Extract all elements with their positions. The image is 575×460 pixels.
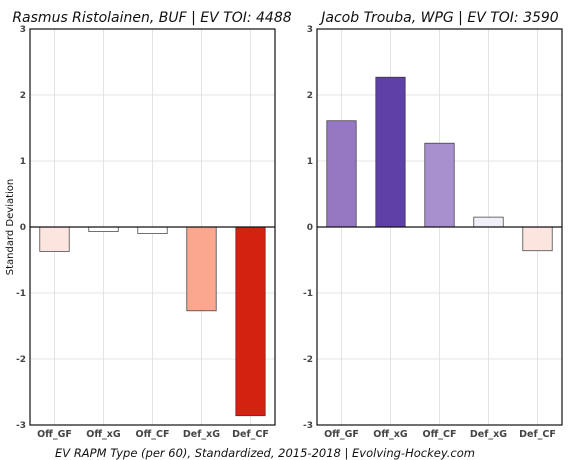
y-tick-label: -3 (16, 421, 26, 431)
bar-def-xg (473, 216, 504, 228)
plot-frame (316, 28, 563, 426)
y-tick-label: 1 (20, 157, 26, 167)
bar-off-gf (326, 120, 357, 228)
x-tick-label: Off_GF (37, 429, 72, 440)
bar-def-cf (235, 226, 266, 417)
y-tick-label: 2 (20, 91, 26, 101)
trouba-panel: Jacob Trouba, WPG | EV TOI: 3590 -3 -2 -1 0… (303, 10, 563, 440)
x-tick-label: Off_xG (373, 429, 408, 440)
y-tick-label: -2 (303, 355, 313, 365)
y-tick-label: 0 (307, 223, 313, 233)
ristolainen-panel: Rasmus Ristolainen, BUF | EV TOI: 4488 -… (12, 10, 291, 440)
x-tick-label: Off_GF (324, 429, 359, 440)
x-tick-label: Def_CF (232, 429, 269, 440)
bar-off-cf (424, 142, 455, 228)
x-tick-label: Off_xG (86, 429, 121, 440)
y-tick-label: 1 (307, 157, 313, 167)
bar-off-xg (88, 226, 119, 232)
x-tick-label: Def_xG (470, 429, 507, 440)
bar-def-xg (186, 226, 217, 312)
trouba-panel-title: Jacob Trouba, WPG | EV TOI: 3590 (318, 10, 559, 26)
y-tick-label: 3 (307, 25, 313, 35)
ristolainen-panel-title: Rasmus Ristolainen, BUF | EV TOI: 4488 (12, 10, 291, 26)
bar-off-xg (375, 76, 406, 228)
x-tick-label: Def_xG (183, 429, 220, 440)
y-tick-label: -1 (303, 289, 313, 299)
x-tick-label: Def_CF (519, 429, 556, 440)
x-tick-label: Off_CF (423, 429, 457, 440)
y-tick-label: 2 (307, 91, 313, 101)
y-axis-title: Standard Deviation (5, 179, 16, 276)
y-tick-label: -3 (303, 421, 313, 431)
bar-off-cf (137, 226, 168, 234)
y-tick-label: -1 (16, 289, 26, 299)
y-tick-label: 3 (20, 25, 26, 35)
x-tick-label: Off_CF (136, 429, 170, 440)
plot-frame (29, 28, 276, 426)
y-tick-label: -2 (16, 355, 26, 365)
bar-def-cf (522, 226, 553, 252)
y-tick-label: 0 (20, 223, 26, 233)
bar-off-gf (39, 226, 70, 252)
chart-caption: EV RAPM Type (per 60), Standardized, 201… (55, 446, 475, 460)
